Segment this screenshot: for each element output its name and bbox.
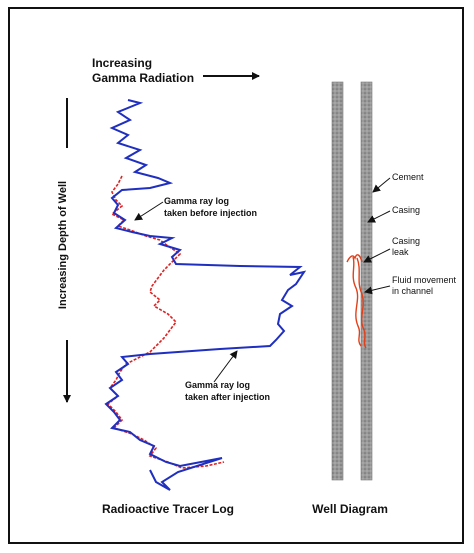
leak-label-line2: leak [392,247,409,257]
leak-pointer [363,248,391,263]
after-label-line1: Gamma ray log [185,380,250,390]
title-line2: Gamma Radiation [92,71,194,85]
before-label-line2: taken before injection [164,208,257,218]
cement-label: Cement [392,172,424,182]
well-caption: Well Diagram [312,502,388,516]
after-label-pointer [213,350,238,383]
well-right-wall [360,81,373,481]
before-label-line1: Gamma ray log [164,196,229,206]
leak-label-line1: Casing [392,236,420,246]
after-label-line2: taken after injection [185,392,270,402]
fluid-channel-line-2 [356,257,367,349]
after-injection-log [104,99,307,491]
fluid-label-line2: in channel [392,286,433,296]
before-label-pointer [134,201,164,221]
log-caption: Radioactive Tracer Log [102,502,234,516]
casing-leak-mark [346,254,363,263]
well-left-wall [331,81,344,481]
fluid-pointer [364,285,391,295]
figure-frame [8,7,464,544]
title-line1: Increasing [92,56,152,70]
depth-axis-label: Increasing Depth of Well [57,181,69,309]
casing-label: Casing [392,205,420,215]
before-injection-log [106,175,225,469]
fluid-label-line1: Fluid movement [392,275,457,285]
fluid-channel-line [352,256,362,347]
casing-pointer [367,210,391,223]
cement-pointer [372,177,391,193]
